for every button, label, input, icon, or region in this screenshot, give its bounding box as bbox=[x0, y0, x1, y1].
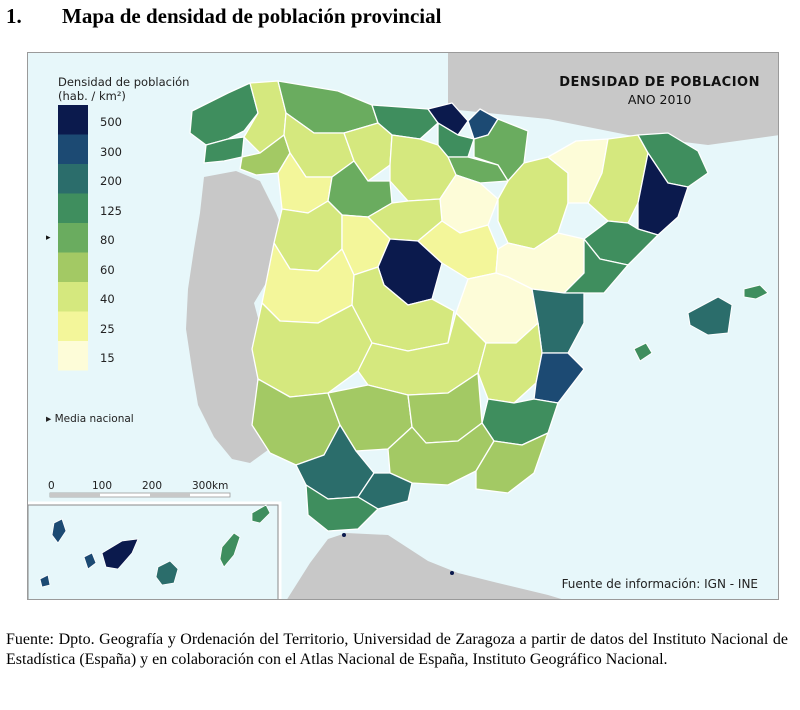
island-gran-canaria bbox=[155, 560, 179, 586]
ceuta-marker bbox=[342, 533, 346, 537]
legend-label-15: 15 bbox=[100, 351, 115, 365]
province-barcelona bbox=[637, 152, 689, 236]
province-bizkaia bbox=[427, 102, 469, 136]
legend-media-marker: ▸ bbox=[46, 233, 51, 243]
legend-swatch-125 bbox=[58, 193, 88, 223]
density-map: Densidad de población (hab. / km²) 500 30… bbox=[27, 52, 779, 600]
legend-title-line2: (hab. / km²) bbox=[58, 89, 126, 103]
legend-swatch-60 bbox=[58, 252, 88, 282]
island-la-palma bbox=[51, 518, 67, 544]
island-menorca bbox=[743, 284, 769, 300]
province-almeria bbox=[475, 432, 549, 494]
media-label: Media nacional bbox=[54, 413, 134, 425]
map-canvas bbox=[28, 53, 778, 599]
legend-label-60: 60 bbox=[100, 262, 115, 277]
canary-inset bbox=[28, 501, 282, 599]
island-ibiza bbox=[633, 342, 653, 362]
heading-title: Mapa de densidad de población provincial bbox=[62, 4, 442, 28]
island-el-hierro bbox=[39, 574, 51, 588]
island-la-gomera bbox=[83, 552, 97, 570]
legend-swatch-15 bbox=[58, 341, 88, 371]
map-source-label: Fuente de información: IGN - INE bbox=[561, 577, 758, 591]
scale-label-200: 200 bbox=[142, 480, 163, 492]
province-castellon bbox=[563, 238, 629, 294]
scale-label-0: 0 bbox=[48, 480, 55, 492]
legend-label-500: 500 bbox=[100, 115, 122, 129]
legend-swatch-25 bbox=[58, 311, 88, 341]
scale-bar bbox=[49, 492, 231, 498]
legend-label-125: 125 bbox=[100, 203, 122, 218]
legend-label-25: 25 bbox=[100, 321, 115, 336]
island-fuerteventura bbox=[219, 532, 241, 568]
footer-source: Fuente: Dpto. Geografía y Ordenación del… bbox=[6, 631, 788, 668]
media-nacional-legend: ▸ Media nacional bbox=[46, 413, 134, 425]
island-lanzarote bbox=[251, 504, 271, 524]
island-tenerife bbox=[101, 538, 139, 570]
legend-ramp bbox=[58, 105, 88, 371]
province-cadiz bbox=[305, 484, 379, 532]
legend-swatch-300 bbox=[58, 134, 88, 164]
legend-title: Densidad de población (hab. / km²) bbox=[58, 75, 189, 103]
map-title-line2: ANO 2010 bbox=[627, 92, 692, 107]
france-land bbox=[448, 53, 778, 145]
legend-swatch-500 bbox=[58, 105, 88, 135]
province-a-coruna bbox=[189, 82, 259, 146]
legend-swatch-40 bbox=[58, 282, 88, 312]
legend-swatch-80 bbox=[58, 223, 88, 253]
melilla-marker bbox=[450, 571, 454, 575]
legend-swatch-200 bbox=[58, 164, 88, 194]
scale-label-300km: 300km bbox=[192, 480, 229, 492]
legend-label-300: 300 bbox=[100, 144, 122, 159]
media-marker-icon: ▸ bbox=[46, 413, 52, 425]
legend-title-line1: Densidad de población bbox=[58, 75, 190, 89]
balearic-islands bbox=[633, 284, 769, 362]
page-heading: 1. Mapa de densidad de población provinci… bbox=[6, 4, 441, 29]
africa-land bbox=[287, 533, 562, 599]
legend-label-80: 80 bbox=[100, 233, 115, 247]
legend-label-200: 200 bbox=[100, 174, 122, 188]
scale-label-100: 100 bbox=[92, 480, 113, 492]
provinces bbox=[189, 80, 709, 532]
island-mallorca bbox=[687, 296, 733, 336]
legend-label-40: 40 bbox=[100, 292, 115, 306]
heading-number: 1. bbox=[6, 4, 22, 28]
map-title-line1: DENSIDAD DE POBLACION bbox=[559, 75, 760, 90]
map-title: DENSIDAD DE POBLACION ANO 2010 bbox=[559, 75, 760, 107]
